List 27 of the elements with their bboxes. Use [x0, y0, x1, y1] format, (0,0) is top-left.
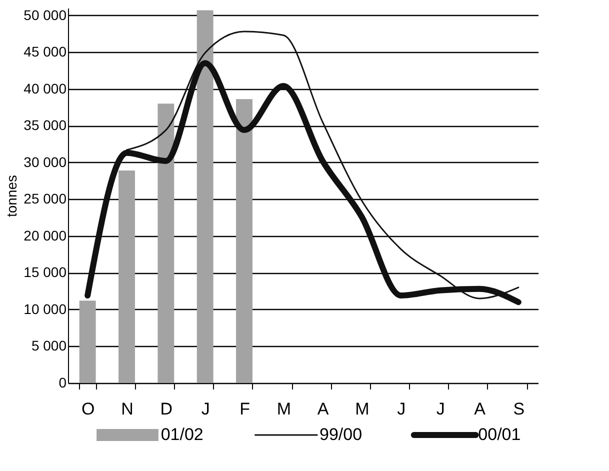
x-tick-label: J [436, 400, 445, 418]
x-tick-label: A [317, 400, 330, 418]
y-tick-label: 40 000 [24, 80, 67, 96]
x-tick-label: J [397, 400, 406, 418]
y-axis-title: tonnes [4, 174, 20, 218]
legend-label: 01/02 [160, 425, 204, 444]
y-tick-label: 25 000 [24, 190, 67, 207]
y-tick-label: 30 000 [24, 154, 67, 170]
y-tick-label: 50 000 [24, 6, 67, 23]
legend-label: 99/00 [319, 425, 362, 444]
x-tick-label: D [160, 400, 173, 418]
x-tick-label: M [355, 400, 370, 418]
x-tick-label: N [121, 400, 134, 418]
x-tick-label: F [240, 400, 250, 418]
y-tick-label: 45 000 [24, 44, 67, 60]
x-tick-label: O [81, 400, 95, 418]
y-tick-label: 10 000 [24, 300, 67, 317]
x-tick-label: A [474, 400, 486, 418]
x-tick-label: M [276, 400, 292, 418]
y-tick-label: 15 000 [24, 264, 67, 280]
x-tick-label: J [201, 400, 210, 418]
y-tick-label: 0 [58, 374, 67, 390]
y-tick-label: 5 000 [31, 338, 67, 354]
y-tick-label: 20 000 [24, 227, 67, 244]
x-tick-label: S [513, 400, 525, 418]
y-tick-label: 35 000 [24, 117, 67, 134]
legend-label: 00/01 [478, 425, 521, 444]
